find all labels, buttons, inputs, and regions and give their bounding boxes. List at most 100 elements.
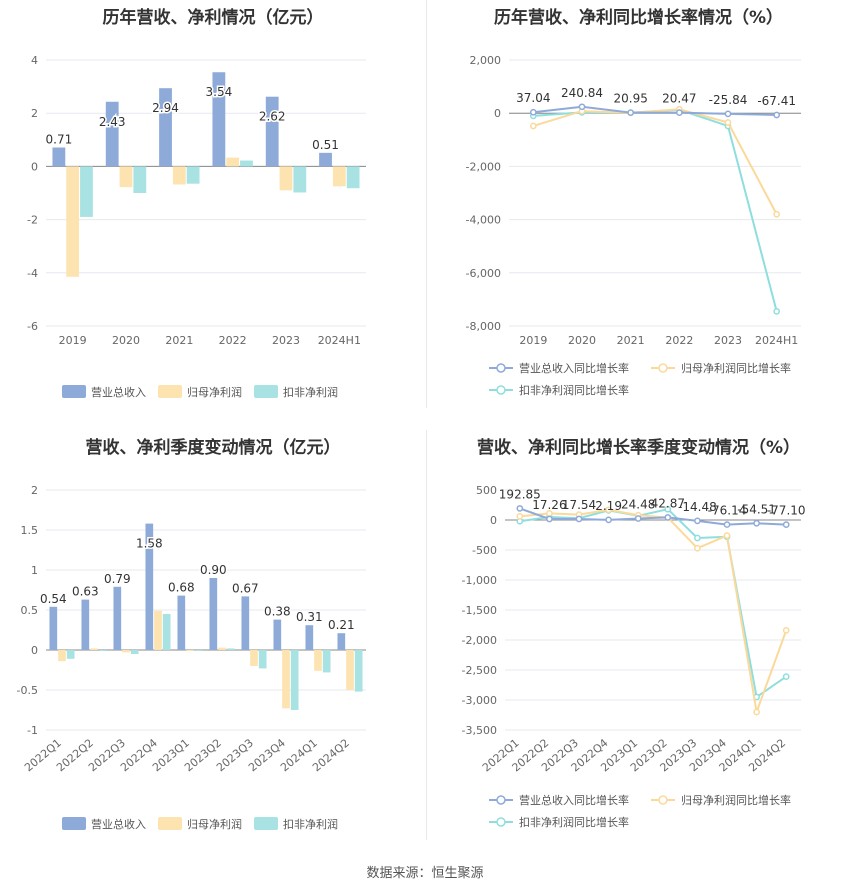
bar-deducted-profit [80, 166, 93, 217]
y-tick-label: -3,000 [462, 694, 497, 707]
y-tick-label: 0 [31, 160, 38, 173]
legend-marker [658, 795, 668, 805]
data-point [634, 515, 642, 522]
legend-swatch [254, 385, 278, 398]
bar-net-profit [119, 166, 133, 188]
bar-net-profit [90, 648, 98, 650]
bar-net-profit [186, 650, 194, 651]
y-tick-label: 2,000 [470, 54, 502, 67]
y-tick-label: -6,000 [466, 267, 501, 280]
bar-net-profit [58, 650, 66, 662]
y-tick-label: -2,000 [466, 160, 501, 173]
y-tick-label: -0.5 [17, 684, 38, 697]
bar-net-profit [218, 647, 226, 650]
series-line [519, 508, 788, 716]
bar-deducted-profit [290, 650, 299, 710]
legend-label: 归母净利润同比增长率 [681, 793, 791, 807]
bar-revenue [337, 633, 346, 650]
bar-net-profit [226, 157, 240, 167]
data-label: -25.84 [709, 93, 748, 107]
bar-revenue [273, 619, 282, 650]
y-tick-label: -4 [27, 267, 38, 280]
data-label: 0.51 [312, 138, 339, 152]
data-source-footer: 数据来源：恒生聚源 [366, 866, 484, 881]
bar-deducted-profit [258, 650, 267, 669]
bar-deducted-profit [240, 160, 253, 167]
bar-net-profit [279, 166, 293, 191]
legend-label: 营业总收入同比增长率 [519, 361, 629, 375]
bar-revenue [159, 88, 172, 167]
data-label: 20.47 [662, 92, 696, 106]
bar-net-profit [66, 166, 80, 277]
x-tick-label: 2022 [219, 334, 247, 347]
data-label: -67.41 [757, 94, 796, 108]
x-tick-label: 2020 [568, 334, 596, 347]
data-label: 0.68 [168, 581, 195, 595]
x-tick-label: 2019 [59, 334, 87, 347]
quarterly-amount-chart: 营收、净利季度变动情况（亿元） 2 1.5 1 0.5 0 -0.5 -1 0.54 2022Q… [0, 430, 426, 845]
data-point [782, 627, 790, 634]
data-label: 0.63 [72, 585, 99, 599]
data-point [627, 109, 635, 116]
legend-label: 扣非净利润同比增长率 [519, 815, 629, 829]
data-label: 0.71 [46, 133, 73, 147]
y-tick-label: -6 [27, 320, 38, 333]
legend-swatch [62, 817, 86, 830]
data-label: 0.79 [104, 572, 131, 586]
legend-marker [496, 795, 506, 805]
data-label: 37.04 [516, 91, 550, 105]
x-tick-label: 2021 [165, 334, 193, 347]
legend-marker [658, 363, 668, 373]
bar-revenue [145, 523, 154, 650]
legend-marker [496, 385, 506, 395]
data-label: 0.31 [296, 610, 323, 624]
legend-marker [496, 817, 506, 827]
x-tick-label: 2020 [112, 334, 140, 347]
data-label: -54.51 [737, 502, 776, 516]
data-label: 2.94 [152, 101, 179, 115]
legend-marker [496, 363, 506, 373]
y-tick-label: 2 [31, 484, 38, 497]
y-tick-label: 1 [31, 564, 38, 577]
legend-swatch [158, 385, 182, 398]
data-point [575, 515, 583, 523]
x-tick-label: 2024H1 [755, 334, 798, 347]
legend-label: 扣非净利润 [283, 385, 338, 399]
bar-net-profit [332, 166, 346, 187]
data-point [529, 122, 537, 130]
y-tick-label: -500 [472, 544, 497, 557]
bar-revenue [241, 596, 250, 650]
y-tick-label: 1.5 [21, 524, 39, 537]
data-point [546, 515, 553, 523]
bar-revenue [177, 595, 186, 650]
bar-net-profit [154, 610, 162, 650]
bar-revenue [212, 72, 226, 167]
bar-deducted-profit [226, 648, 235, 650]
bar-deducted-profit [346, 166, 360, 189]
bar-net-profit [122, 650, 130, 653]
data-point [664, 505, 672, 513]
chart-title: 营收、净利季度变动情况（亿元） [85, 438, 341, 458]
quarterly-growth-chart: 营收、净利同比增长率季度变动情况（%） 500 0 -500 -1,000 -1,500… [427, 430, 850, 845]
data-point [605, 506, 612, 514]
legend-swatch [158, 817, 182, 830]
y-tick-label: -1,500 [462, 604, 497, 617]
data-point [605, 516, 612, 524]
legend-label: 营业总收入同比增长率 [519, 793, 629, 807]
bar-deducted-profit [186, 166, 200, 184]
data-label: 0.21 [328, 618, 355, 632]
y-tick-label: -1,000 [462, 574, 497, 587]
data-point [723, 532, 731, 539]
annual-growth-svg: 2,000 0 -2,000 -4,000 -6,000 -8,000 37.04 2019 2… [466, 54, 801, 397]
data-point [724, 110, 732, 118]
bar-deducted-profit [194, 650, 203, 651]
data-point [578, 103, 586, 111]
data-point [773, 210, 781, 218]
data-label: 0.67 [232, 581, 259, 595]
y-tick-label: 0 [494, 107, 501, 120]
y-tick-label: 4 [31, 54, 38, 67]
data-label: 2.62 [259, 110, 286, 124]
y-tick-label: 0.5 [21, 604, 39, 617]
series-line [519, 507, 787, 526]
legend-label: 营业总收入 [91, 817, 146, 831]
